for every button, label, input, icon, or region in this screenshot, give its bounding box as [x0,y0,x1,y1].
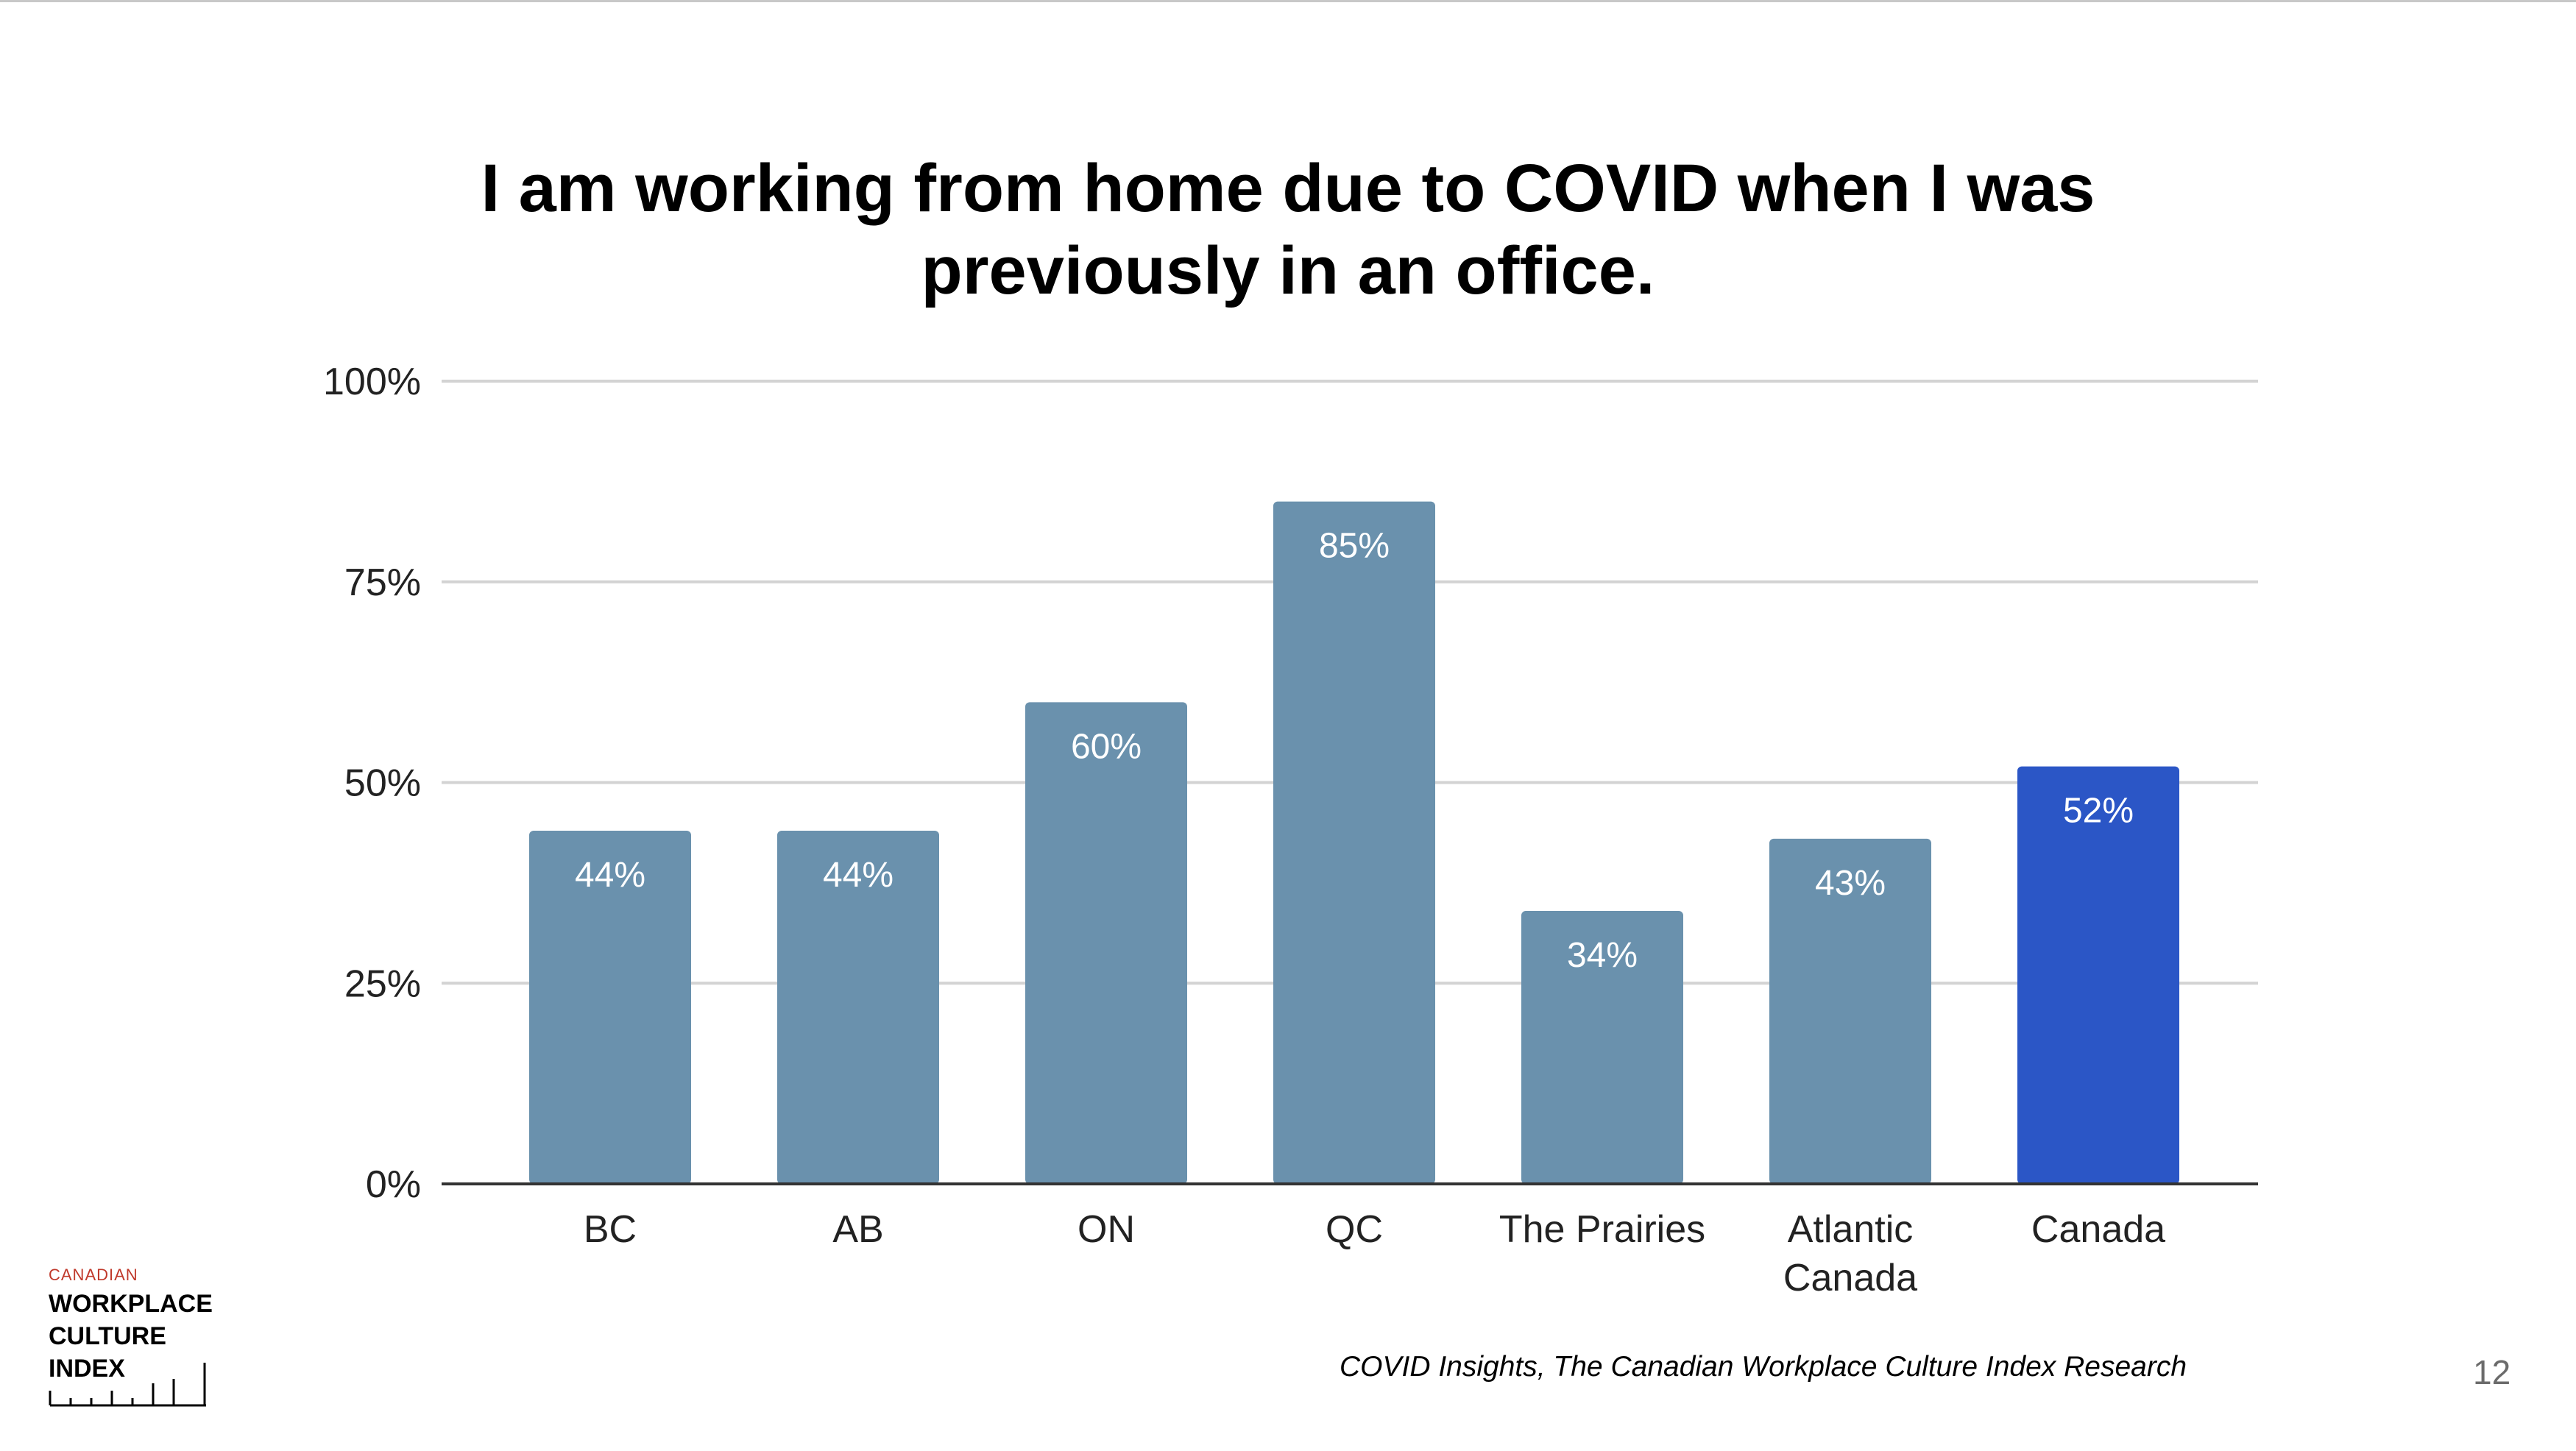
company-logo: CANADIAN WORKPLACE CULTURE INDEX [49,1263,240,1410]
y-tick-label: 75% [344,561,421,604]
logo-line-culture: CULTURE [49,1322,166,1350]
chart-title: I am working from home due to COVID when… [481,151,2095,308]
y-tick-label: 50% [344,762,421,805]
logo-line-canadian: CANADIAN [49,1266,138,1284]
bar-qc [1273,501,1435,1184]
data-label: 52% [2063,792,2134,831]
page-number: 12 [2473,1353,2511,1391]
data-label: 44% [575,856,645,895]
bar-canada [2017,766,2179,1184]
data-label: 43% [1815,864,1886,903]
x-tick-label: QC [1326,1208,1383,1251]
x-tick-label: ON [1078,1208,1135,1251]
y-tick-label: 100% [323,361,421,403]
x-tick-label: AB [832,1208,883,1251]
top-rule [0,0,2576,2]
bar-ab [777,830,939,1184]
data-label: 34% [1567,936,1638,975]
source-note: COVID Insights, The Canadian Workplace C… [1340,1351,2187,1383]
data-label: 44% [823,856,894,895]
x-tick-label: Canada [1783,1257,1917,1299]
bar-on [1025,702,1187,1184]
logo-line-index: INDEX [49,1355,125,1383]
y-tick-label: 0% [366,1163,421,1206]
data-label: 85% [1319,527,1390,566]
logo-ticks-icon [49,1363,206,1407]
x-tick-label: Atlantic [1788,1208,1914,1251]
logo-line-workplace: WORKPLACE [49,1290,213,1318]
y-tick-label: 25% [344,962,421,1005]
x-tick-label: BC [584,1208,637,1251]
bar-bc [529,830,691,1184]
data-label: 60% [1071,727,1142,766]
x-tick-label: The Prairies [1499,1208,1705,1251]
bar-atlantic-canada [1769,838,1931,1184]
x-tick-label: Canada [2031,1208,2165,1251]
bar-the-prairies [1521,911,1683,1184]
